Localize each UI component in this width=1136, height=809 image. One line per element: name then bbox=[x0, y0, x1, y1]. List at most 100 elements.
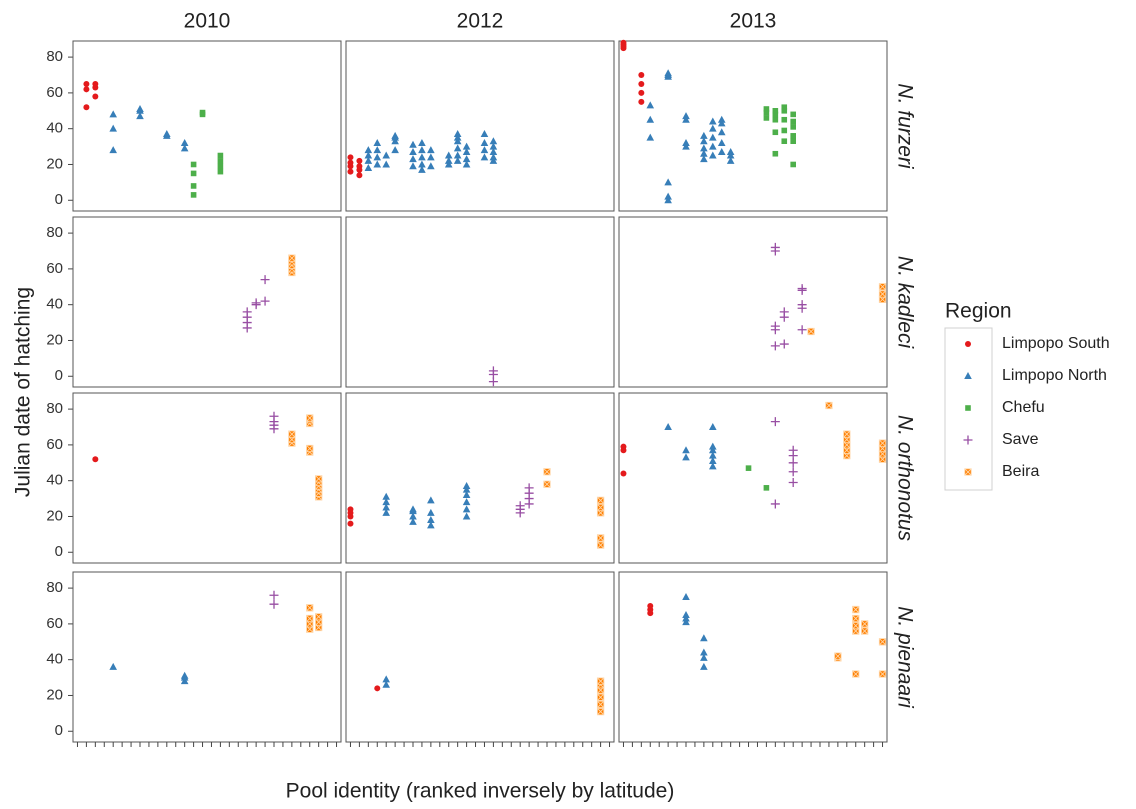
point bbox=[190, 183, 197, 189]
point bbox=[700, 137, 708, 145]
point bbox=[462, 498, 471, 506]
point bbox=[709, 462, 717, 470]
point bbox=[709, 151, 717, 159]
legend-label: Save bbox=[1002, 431, 1039, 448]
panel bbox=[72, 571, 342, 743]
point bbox=[462, 482, 471, 490]
point bbox=[373, 153, 382, 161]
point bbox=[596, 700, 605, 709]
y-tick-label: 20 bbox=[46, 331, 63, 348]
row-label: N. kadleci bbox=[893, 256, 916, 350]
point bbox=[347, 168, 354, 175]
point bbox=[717, 139, 726, 146]
point bbox=[807, 327, 815, 336]
point bbox=[682, 139, 690, 146]
point bbox=[382, 151, 390, 159]
point bbox=[462, 485, 471, 493]
point bbox=[638, 98, 645, 105]
point bbox=[453, 144, 462, 152]
y-axis-title: Julian date of hatching bbox=[12, 287, 35, 497]
point bbox=[382, 503, 390, 511]
point bbox=[543, 480, 551, 488]
point bbox=[374, 685, 381, 692]
point bbox=[596, 541, 605, 549]
point bbox=[700, 662, 708, 670]
y-tick-label: 80 bbox=[46, 579, 63, 596]
point bbox=[136, 112, 144, 120]
panel bbox=[345, 216, 615, 388]
point bbox=[391, 146, 399, 154]
point bbox=[682, 614, 690, 622]
point bbox=[763, 106, 770, 112]
point bbox=[781, 104, 788, 111]
legend-label: Beira bbox=[1002, 463, 1039, 480]
y-tick-label: 0 bbox=[55, 543, 63, 560]
point bbox=[109, 662, 117, 670]
point bbox=[647, 603, 654, 609]
point bbox=[770, 321, 780, 331]
point bbox=[700, 634, 708, 642]
row-label: N. orthonotus bbox=[893, 415, 916, 542]
point bbox=[709, 446, 717, 454]
point bbox=[356, 172, 363, 179]
point bbox=[717, 115, 726, 123]
point bbox=[199, 109, 206, 116]
point bbox=[664, 192, 672, 200]
point bbox=[269, 411, 279, 421]
point bbox=[269, 599, 279, 609]
point bbox=[462, 155, 471, 163]
panel bbox=[345, 571, 615, 743]
point bbox=[83, 86, 90, 93]
point bbox=[190, 192, 197, 198]
point bbox=[444, 151, 453, 159]
legend-key bbox=[964, 468, 972, 476]
point bbox=[92, 80, 99, 87]
point bbox=[180, 671, 189, 679]
point bbox=[418, 153, 426, 161]
point bbox=[409, 505, 417, 513]
point bbox=[664, 196, 672, 204]
point bbox=[462, 505, 471, 513]
legend-key bbox=[964, 372, 972, 379]
point bbox=[462, 512, 471, 520]
point bbox=[772, 116, 779, 123]
point bbox=[664, 69, 672, 77]
point bbox=[682, 142, 690, 150]
point bbox=[364, 146, 373, 154]
point bbox=[709, 423, 717, 430]
point bbox=[646, 115, 655, 123]
point bbox=[427, 146, 435, 154]
panel bbox=[345, 392, 615, 564]
y-tick-label: 0 bbox=[55, 191, 63, 208]
point bbox=[770, 242, 780, 252]
point bbox=[83, 104, 90, 111]
point bbox=[709, 133, 717, 141]
point bbox=[700, 149, 708, 157]
point bbox=[347, 154, 354, 161]
point bbox=[700, 648, 708, 656]
point bbox=[382, 680, 390, 688]
point bbox=[779, 339, 789, 349]
y-tick-label: 60 bbox=[46, 260, 63, 277]
point bbox=[878, 638, 887, 646]
point bbox=[418, 160, 426, 168]
point bbox=[306, 414, 314, 422]
point bbox=[664, 423, 672, 430]
point bbox=[788, 477, 798, 487]
point bbox=[488, 366, 498, 376]
point bbox=[772, 129, 779, 136]
point bbox=[418, 139, 426, 146]
point bbox=[763, 115, 770, 121]
point bbox=[852, 670, 860, 678]
point bbox=[543, 468, 551, 476]
point bbox=[788, 445, 798, 455]
point bbox=[364, 156, 373, 164]
point bbox=[288, 430, 296, 438]
point bbox=[843, 430, 851, 438]
legend-key bbox=[965, 341, 971, 347]
y-tick-label: 20 bbox=[46, 686, 63, 703]
panel bbox=[618, 571, 888, 743]
point bbox=[356, 157, 363, 164]
y-tick-label: 80 bbox=[46, 48, 63, 65]
point bbox=[260, 296, 270, 306]
